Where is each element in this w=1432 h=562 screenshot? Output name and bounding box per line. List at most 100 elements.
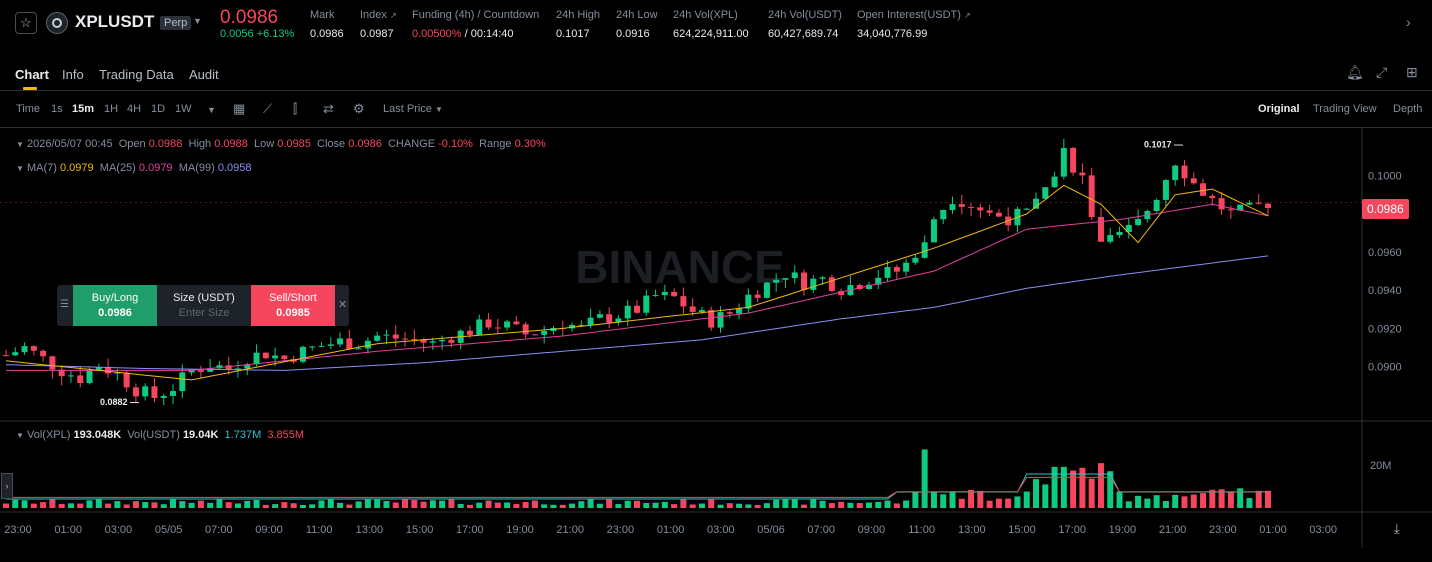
volume-bar (1070, 470, 1077, 508)
price-type-select[interactable]: Last Price ▼ (383, 103, 443, 115)
x-tick-label: 03:00 (1309, 524, 1337, 536)
size-field[interactable]: Size (USDT) Enter Size (157, 285, 251, 326)
volume-bar (272, 504, 279, 508)
volume-bar (466, 504, 473, 508)
candle-body (1209, 195, 1216, 199)
volume-bar (596, 503, 603, 508)
bell-icon[interactable]: 🔔︎ (1346, 64, 1364, 80)
candle-body (21, 346, 28, 353)
vol-collapse-icon: ▼ (16, 431, 24, 440)
candle-body (791, 272, 798, 279)
candle-body (940, 209, 947, 220)
volume-bar (995, 498, 1002, 508)
layout-grid-icon[interactable]: ⊞ (1406, 64, 1418, 80)
volume-bar (838, 501, 845, 508)
candle-body (977, 207, 984, 211)
settings-icon[interactable]: ⚙ (353, 101, 365, 116)
x-tick-label: 11:00 (908, 524, 935, 536)
y-tick-label: 0.0940 (1368, 285, 1402, 297)
volume-bar (1014, 496, 1021, 508)
price-change: 0.0056 +6.13% (220, 28, 295, 40)
index-label[interactable]: Index ↗ (360, 9, 397, 21)
ohlc-range: 0.30% (514, 138, 546, 150)
favorite-star-icon[interactable]: ☆ (15, 12, 37, 34)
volume-bar (1125, 501, 1132, 508)
x-tick-label: 19:00 (1109, 524, 1137, 536)
volume-bar (244, 500, 251, 508)
candle-body (402, 338, 409, 340)
scale-toggle-icon[interactable]: ⤓ (1394, 521, 1400, 536)
candle-body (1060, 147, 1067, 177)
candle-body (411, 338, 418, 340)
volume-bar (234, 503, 241, 508)
volume-bar (123, 504, 130, 508)
tab-chart[interactable]: Chart (15, 67, 49, 82)
interval-4h[interactable]: 4H (127, 103, 142, 115)
volume-bar (383, 500, 390, 508)
candle-body (225, 365, 232, 370)
compare-icon[interactable]: ⇄ (323, 101, 334, 116)
calendar-icon[interactable]: ▦ (233, 101, 246, 116)
volume-ma1-line (6, 473, 1268, 500)
interval-dropdown-icon[interactable]: ▼ (207, 105, 216, 115)
interval-1s[interactable]: 1s (51, 103, 63, 115)
volume-bar (736, 503, 743, 508)
volume-bar (179, 501, 186, 508)
ma25-value: 0.0979 (138, 162, 173, 174)
symbol-dropdown-icon[interactable]: ▼ (193, 16, 202, 26)
funding-rate: 0.00500% (412, 28, 462, 40)
tab-audit[interactable]: Audit (189, 67, 219, 82)
price-type-dropdown-icon: ▼ (434, 105, 443, 114)
candle-body (67, 375, 74, 377)
more-arrow-icon[interactable]: › (1406, 14, 1411, 30)
close-icon[interactable]: ✕ (338, 299, 348, 311)
volume-bar (225, 502, 232, 508)
volume-bar (1209, 489, 1216, 508)
price-chart[interactable]: BINANCE 0.10000.09800.09600.09400.09200.… (0, 128, 1432, 562)
fullscreen-icon[interactable]: ⤢ (1376, 64, 1388, 80)
side-panel-toggle-icon[interactable]: › (1, 473, 13, 499)
tab-info[interactable]: Info (62, 67, 84, 82)
interval-15m[interactable]: 15m (72, 103, 95, 115)
interval-1w[interactable]: 1W (175, 103, 192, 115)
volume-bar (606, 499, 613, 508)
symbol-name[interactable]: XPLUSDT (75, 12, 155, 31)
volume-bar (745, 504, 752, 508)
ma-legend: ▼ MA(7) 0.0979 MA(25) 0.0979 MA(99) 0.09… (16, 162, 252, 174)
x-tick-label: 05/06 (757, 524, 785, 536)
drag-handle-icon[interactable]: ☰ (60, 299, 69, 310)
interval-1d[interactable]: 1D (151, 103, 166, 115)
candle-body (930, 219, 937, 243)
view-trading-view[interactable]: Trading View (1313, 103, 1377, 115)
candle-body (912, 257, 919, 263)
chart-type-icon[interactable]: ⫿ (293, 101, 298, 116)
open-interest-label[interactable]: Open Interest(USDT) ↗ (857, 9, 971, 21)
x-tick-label: 07:00 (205, 524, 233, 536)
view-depth[interactable]: Depth (1393, 103, 1423, 115)
divider (0, 127, 1432, 128)
candle-body (773, 279, 780, 283)
volume-bar (439, 500, 446, 508)
interval-1h[interactable]: 1H (104, 103, 119, 115)
volume-bar (1153, 495, 1160, 508)
candle-body (170, 391, 177, 396)
candle-body (77, 375, 84, 384)
indicator-icon[interactable]: ⟋ (263, 101, 273, 116)
candle-body (763, 282, 770, 298)
candle-body (513, 321, 520, 325)
x-tick-label: 23:00 (607, 524, 635, 536)
buy-long-button[interactable]: Buy/Long 0.0986 (73, 285, 157, 326)
candle-body (504, 321, 511, 328)
candle-body (151, 386, 158, 399)
view-original[interactable]: Original (1258, 103, 1300, 115)
volume-bar (1023, 491, 1030, 508)
sell-short-button[interactable]: Sell/Short 0.0985 (251, 285, 335, 326)
volume-bar (151, 502, 158, 508)
candle-body (1135, 219, 1142, 225)
tab-trading-data[interactable]: Trading Data (99, 67, 174, 82)
candle-body (364, 340, 371, 349)
x-tick-label: 01:00 (657, 524, 685, 536)
low-annotation: 0.0882 — (100, 397, 139, 407)
x-tick-label: 21:00 (556, 524, 584, 536)
candle-body (569, 324, 576, 329)
